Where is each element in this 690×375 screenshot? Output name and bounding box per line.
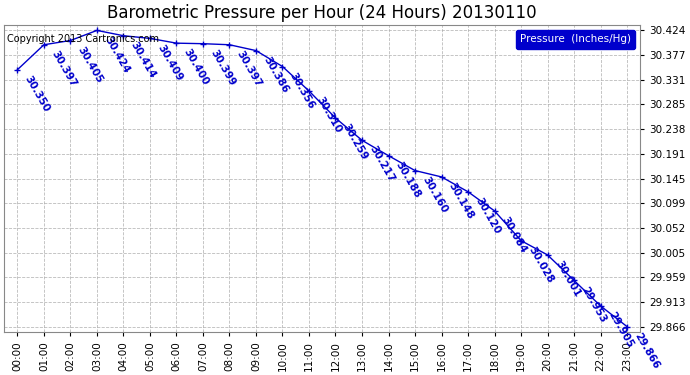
Text: 30.084: 30.084 [500,215,529,255]
Text: 30.386: 30.386 [262,55,290,94]
Text: 30.405: 30.405 [76,45,105,85]
Text: 30.001: 30.001 [553,259,582,299]
Text: 30.188: 30.188 [394,160,423,200]
Text: 29.866: 29.866 [633,331,661,370]
Text: 30.350: 30.350 [23,74,52,114]
Text: 30.310: 30.310 [315,95,344,135]
Legend: Pressure  (Inches/Hg): Pressure (Inches/Hg) [515,30,635,49]
Text: 30.399: 30.399 [208,48,237,87]
Text: 29.953: 29.953 [580,285,609,324]
Text: 30.259: 30.259 [341,122,370,162]
Text: 30.217: 30.217 [368,144,396,184]
Text: 30.397: 30.397 [50,49,78,89]
Text: 30.414: 30.414 [129,40,158,80]
Text: 30.356: 30.356 [288,70,317,111]
Text: 30.409: 30.409 [155,42,184,82]
Text: 30.400: 30.400 [182,47,211,87]
Text: 30.424: 30.424 [103,34,131,75]
Text: Copyright 2013 Cartronics.com: Copyright 2013 Cartronics.com [8,34,159,44]
Text: 30.028: 30.028 [526,245,555,285]
Text: 30.120: 30.120 [473,196,502,236]
Title: Barometric Pressure per Hour (24 Hours) 20130110: Barometric Pressure per Hour (24 Hours) … [108,4,537,22]
Text: 30.160: 30.160 [421,175,449,214]
Text: 29.905: 29.905 [606,310,635,350]
Text: 30.148: 30.148 [447,181,476,221]
Text: 30.397: 30.397 [235,49,264,89]
